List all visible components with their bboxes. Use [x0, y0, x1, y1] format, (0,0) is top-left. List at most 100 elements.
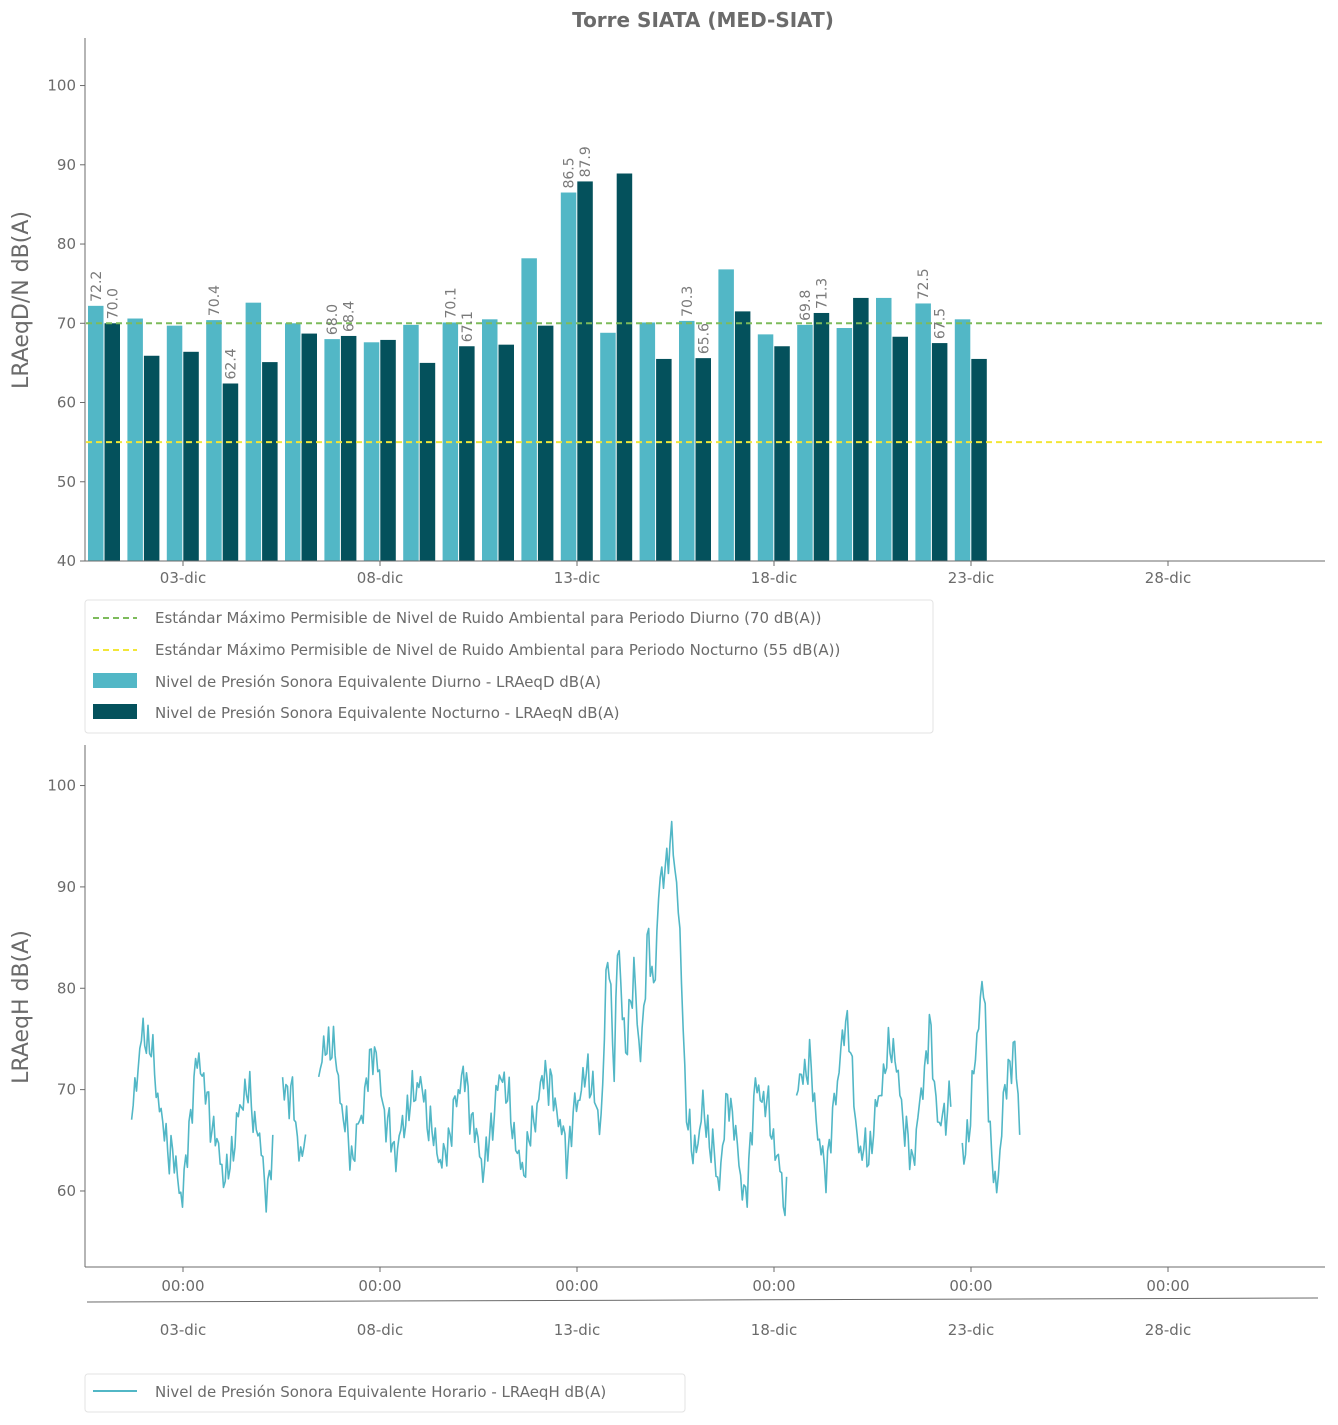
bar-data-label: 68.4 — [342, 301, 358, 332]
bar-data-label: 67.1 — [460, 311, 476, 342]
legend-label-std-night: Estándar Máximo Permisible de Nivel de R… — [155, 641, 840, 659]
night-bar — [262, 362, 278, 561]
top-x-ticks: 03-dic 08-dic 13-dic 18-dic 23-dic 28-dic — [160, 561, 1191, 587]
day-bar — [797, 324, 813, 561]
night-bar — [656, 358, 672, 561]
hourly-line — [317, 820, 788, 1217]
night-bar — [222, 383, 239, 561]
top-y-axis-label: LRAeqD/N dB(A) — [9, 211, 34, 389]
hourly-line-chart: 60 70 80 90 100 00:00 03-dic 00:00 08-dic 00:00 1… — [9, 745, 1325, 1339]
bottom-x-tick-date: 28-dic — [1145, 1321, 1191, 1339]
night-bar — [774, 346, 790, 561]
night-bar — [931, 343, 948, 561]
top-y-tick-label: 40 — [57, 552, 76, 570]
bar-data-labels: 72.270.0 70.4 62.4 68.0 68.4 70.167.1 86.5 87.9… — [89, 146, 949, 379]
day-bar — [521, 258, 537, 561]
top-y-tick-label: 60 — [57, 394, 76, 412]
night-bar — [616, 173, 633, 561]
bar-data-label: 70.3 — [680, 286, 696, 317]
bar-data-label: 67.5 — [933, 308, 949, 339]
top-legend: Estándar Máximo Permisible de Nivel de R… — [84, 599, 934, 734]
bottom-y-ticks: 60 70 80 90 100 — [47, 777, 85, 1200]
bar-data-label: 68.0 — [325, 304, 341, 335]
bottom-legend-frame — [84, 1373, 686, 1413]
day-bar — [954, 319, 971, 561]
bottom-x-tick-time: 00:00 — [752, 1277, 795, 1295]
night-bar — [498, 344, 514, 561]
bottom-y-tick-label: 60 — [57, 1182, 76, 1200]
day-bar — [915, 303, 931, 561]
bar-data-label: 70.1 — [443, 287, 459, 318]
day-bar — [127, 318, 143, 561]
bottom-x-tick-date: 23-dic — [948, 1321, 994, 1339]
top-y-tick-label: 70 — [57, 314, 76, 332]
reference-lines — [86, 322, 1325, 444]
night-bar — [419, 362, 436, 561]
bottom-x-tick-date: 18-dic — [751, 1321, 797, 1339]
bar-data-label: 72.2 — [89, 271, 105, 302]
hourly-line — [130, 1017, 274, 1213]
legend-label-day: Nivel de Presión Sonora Equivalente Diur… — [155, 673, 601, 691]
legend-label-std-day: Estándar Máximo Permisible de Nivel de R… — [155, 609, 821, 627]
legend-label-night: Nivel de Presión Sonora Equivalente Noct… — [155, 704, 620, 722]
date-axis-separator — [86, 1297, 1319, 1303]
night-bar — [459, 346, 475, 561]
night-bar — [853, 297, 869, 561]
top-y-tick-label: 90 — [57, 156, 76, 174]
legend-swatch-day — [93, 673, 137, 688]
bar-data-label: 65.6 — [696, 323, 712, 354]
night-bar — [183, 351, 199, 561]
hourly-line — [961, 980, 1021, 1194]
bottom-x-tick-time: 00:00 — [555, 1277, 598, 1295]
legend-swatch-night — [93, 704, 137, 719]
night-bar — [143, 355, 160, 561]
night-bar — [892, 336, 908, 561]
bar-data-label: 87.9 — [578, 146, 594, 177]
top-x-tick-label: 18-dic — [751, 569, 797, 587]
daily-bar-chart: 40 50 60 70 80 90 100 72.270.0 70.4 62.4 68.0 68.4… — [9, 38, 1325, 587]
bottom-x-tick-date: 08-dic — [357, 1321, 403, 1339]
legend-label-hourly: Nivel de Presión Sonora Equivalente Hora… — [155, 1383, 606, 1401]
day-bar — [363, 342, 380, 561]
bar-data-label: 71.3 — [814, 278, 830, 309]
top-legend-frame — [84, 599, 934, 734]
top-y-tick-label: 80 — [57, 235, 76, 253]
day-bar — [285, 323, 301, 561]
bottom-x-tick-time: 00:00 — [161, 1277, 204, 1295]
bottom-y-tick-label: 80 — [57, 979, 76, 997]
top-x-tick-label: 28-dic — [1145, 569, 1191, 587]
bottom-x-tick-time: 00:00 — [949, 1277, 992, 1295]
top-y-ticks: 40 50 60 70 80 90 100 — [47, 77, 85, 570]
day-bar — [718, 269, 734, 561]
bar-data-label: 69.8 — [798, 290, 814, 321]
day-bar — [88, 305, 104, 561]
bottom-x-tick-time: 00:00 — [358, 1277, 401, 1295]
night-bar — [537, 325, 554, 561]
night-bar — [301, 333, 317, 561]
day-bar — [206, 320, 222, 561]
night-bar — [340, 335, 357, 561]
top-y-tick-label: 100 — [47, 77, 76, 95]
bar-data-label: 86.5 — [562, 157, 578, 188]
bottom-x-tick-time: 00:00 — [1146, 1277, 1189, 1295]
day-bar — [560, 192, 577, 562]
top-x-tick-label: 13-dic — [554, 569, 600, 587]
day-bar — [876, 297, 892, 561]
bottom-y-tick-label: 90 — [57, 878, 76, 896]
bottom-y-tick-label: 70 — [57, 1081, 76, 1099]
bottom-x-tick-date: 03-dic — [160, 1321, 206, 1339]
day-bar — [166, 325, 183, 561]
hourly-series — [130, 820, 1021, 1217]
day-bar — [482, 319, 498, 561]
bottom-x-ticks: 00:00 03-dic 00:00 08-dic 00:00 13-dic 00:00 18… — [160, 1267, 1191, 1339]
top-x-tick-label: 23-dic — [948, 569, 994, 587]
day-bar — [757, 334, 774, 561]
bottom-y-axis-label: LRAeqH dB(A) — [9, 930, 34, 1084]
top-y-tick-label: 50 — [57, 473, 76, 491]
hourly-line — [795, 1009, 952, 1194]
night-bar — [734, 311, 751, 561]
bar-data-label: 70.4 — [207, 285, 223, 316]
day-bar — [245, 302, 262, 561]
night-bar — [971, 358, 987, 561]
